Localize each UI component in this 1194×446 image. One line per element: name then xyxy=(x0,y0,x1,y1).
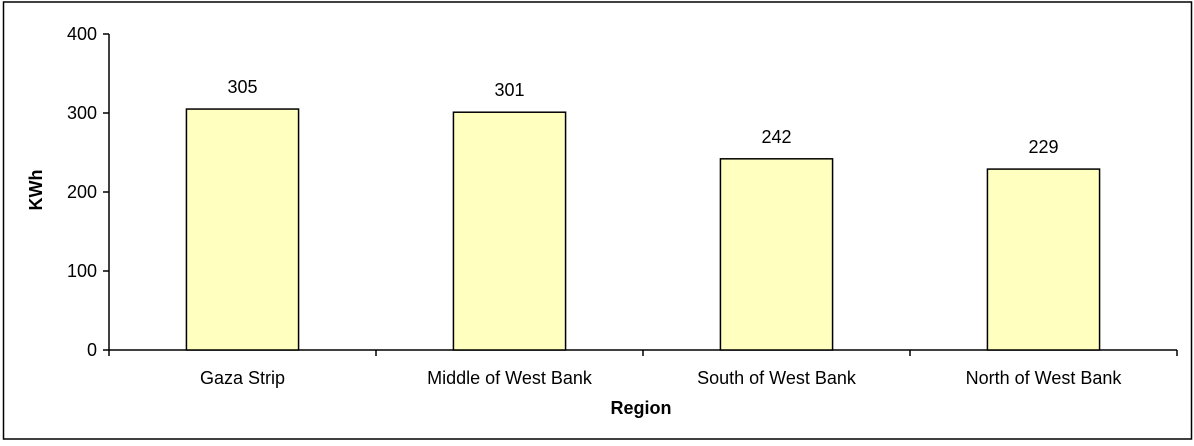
x-tick-label: South of West Bank xyxy=(697,368,857,388)
data-label: 242 xyxy=(761,127,791,147)
x-tick-label: North of West Bank xyxy=(966,368,1123,388)
data-label: 301 xyxy=(494,80,524,100)
data-label: 229 xyxy=(1028,137,1058,157)
y-tick-label: 200 xyxy=(67,182,97,202)
x-tick-label: Middle of West Bank xyxy=(427,368,593,388)
x-tick-label: Gaza Strip xyxy=(200,368,285,388)
y-tick-label: 100 xyxy=(67,261,97,281)
data-labels: 305 301 242 229 xyxy=(227,77,1058,157)
data-label: 305 xyxy=(227,77,257,97)
y-tick-label: 400 xyxy=(67,24,97,44)
bars xyxy=(185,108,1101,351)
y-tick-label: 0 xyxy=(87,340,97,360)
y-axis-title: KWh xyxy=(26,170,46,211)
x-axis-title: Region xyxy=(611,398,672,418)
bar xyxy=(452,111,567,351)
y-axis: 0 100 200 300 400 xyxy=(67,24,110,360)
bar xyxy=(986,168,1101,351)
bar xyxy=(719,158,834,351)
y-tick-label: 300 xyxy=(67,103,97,123)
bar xyxy=(185,108,300,351)
